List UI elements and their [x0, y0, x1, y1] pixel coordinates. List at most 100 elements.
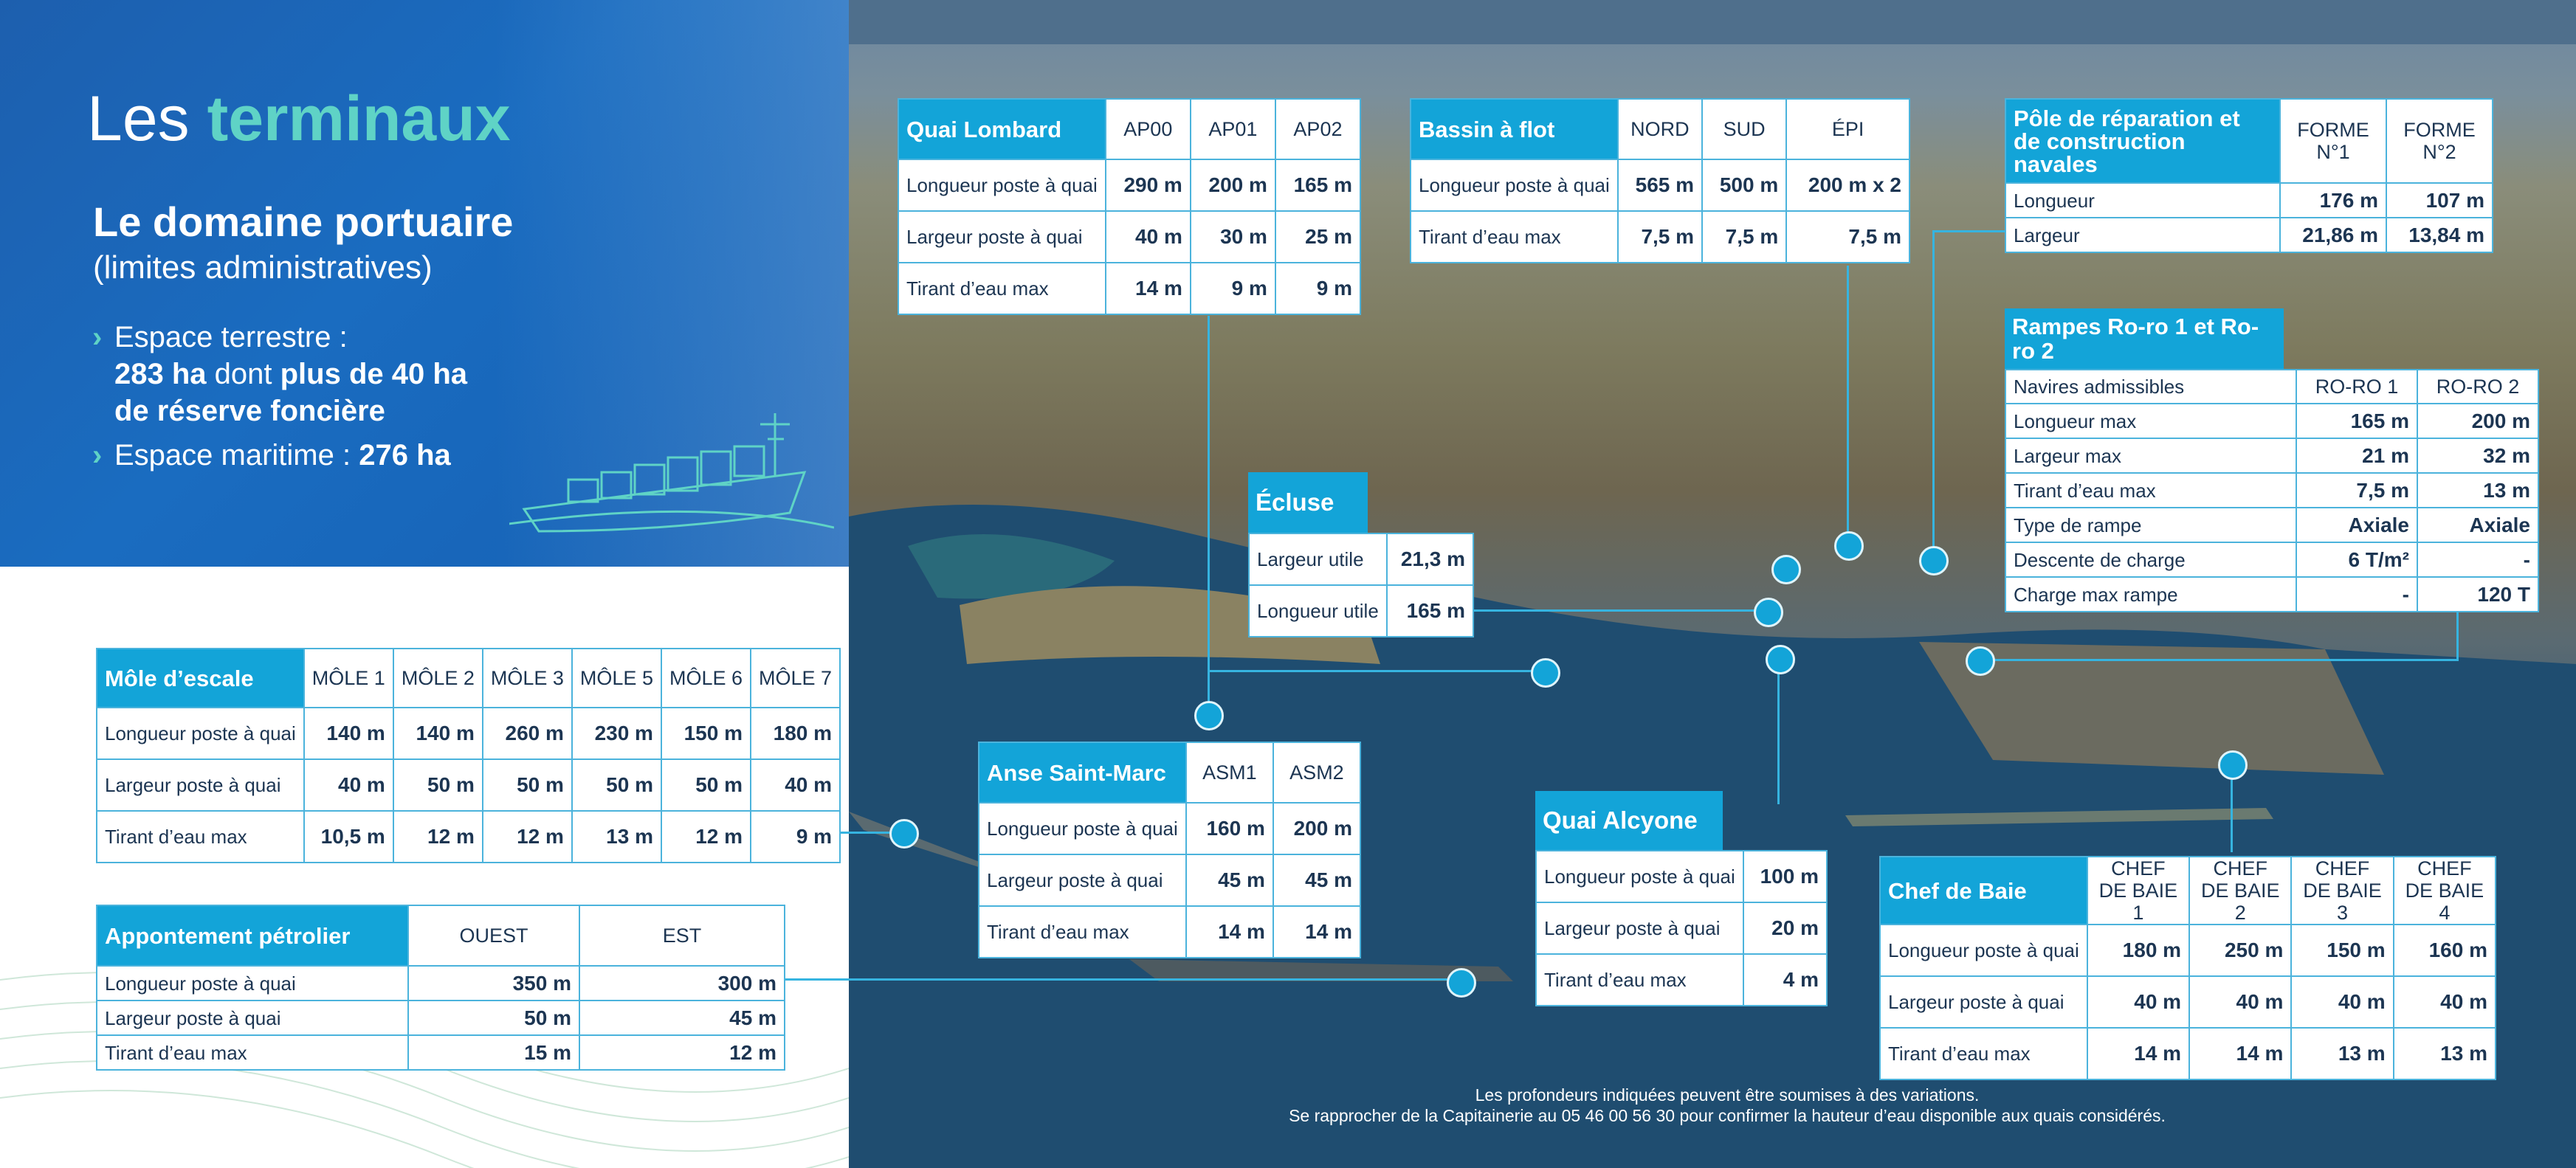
table-row: Longueur max 165 m 200 m [2005, 403, 2539, 439]
col-header: MÔLE 2 [392, 648, 483, 708]
table-row: Largeur poste à quai 45 m 45 m [978, 854, 1362, 907]
table-title: Appontement pétrolier [96, 905, 409, 967]
quai-lombard-table: Quai Lombard AP00 AP01 AP02 Longueur pos… [898, 98, 1362, 315]
map-marker-rampes [1966, 646, 1995, 676]
table-row: Longueur poste à quai 160 m 200 m [978, 802, 1362, 855]
connector-line [784, 978, 1459, 981]
bullet-land-area: › Espace terrestre : 283 ha dont plus de… [92, 319, 467, 429]
table-row: Largeur poste à quai 20 m [1535, 902, 1828, 955]
chevron-right-icon: › [92, 321, 103, 353]
chef-de-baie-table: Chef de Baie CHEF DE BAIE 1 CHEF DE BAIE… [1879, 856, 2497, 1080]
col-header: AP01 [1189, 98, 1276, 160]
col-header: ASM2 [1272, 742, 1362, 804]
table-row: Descente de charge 6 T/m² - [2005, 542, 2539, 578]
table-row: Navires admissibles RO-RO 1 RO-RO 2 [2005, 369, 2539, 404]
table-title: Quai Lombard [898, 98, 1106, 160]
ecluse-table: Largeur utile 21,3 m Longueur utile 165 … [1248, 533, 1475, 637]
intro-panel: Les terminaux Le domaine portuaire (limi… [0, 0, 849, 567]
table-title: Chef de Baie [1879, 856, 2088, 925]
col-header: CHEF DE BAIE 2 [2188, 856, 2293, 925]
connector-line [784, 832, 902, 834]
connector-line [2456, 612, 2459, 661]
table-row: Largeur 21,86 m 13,84 m [2005, 217, 2493, 253]
footnote-line-1: Les profondeurs indiquées peuvent être s… [1475, 1085, 1980, 1105]
table-title: Pôle de réparation et de construction na… [2005, 98, 2281, 184]
table-row: Longueur poste à quai 350 m 300 m [96, 965, 785, 1001]
ecluse-title: Écluse [1248, 472, 1368, 533]
table-row: Largeur poste à quai 40 m 50 m 50 m 50 m… [96, 758, 841, 812]
table-title: Môle d’escale [96, 648, 305, 708]
col-header: MÔLE 6 [660, 648, 752, 708]
pole-reparation-table: Pôle de réparation et de construction na… [2005, 98, 2493, 253]
rampes-roro-table: Navires admissibles RO-RO 1 RO-RO 2 Long… [2005, 369, 2539, 612]
connector-line [1978, 659, 2458, 661]
col-header: OUEST [407, 905, 580, 967]
col-header: ASM1 [1185, 742, 1274, 804]
table-row: Largeur poste à quai 50 m 45 m [96, 1000, 785, 1036]
table-title: Bassin à flot [1410, 98, 1619, 160]
col-header: MÔLE 1 [303, 648, 394, 708]
page-title: Les terminaux [87, 83, 511, 154]
rampes-title: Rampes Ro-ro 1 et Ro-ro 2 [2005, 308, 2284, 369]
connector-line [1208, 670, 1544, 672]
col-header: FORME N°1 [2279, 98, 2387, 184]
table-row: Longueur 176 m 107 m [2005, 182, 2493, 218]
table-row: Charge max rampe - 120 T [2005, 576, 2539, 612]
col-header: MÔLE 7 [750, 648, 841, 708]
col-header: FORME N°2 [2386, 98, 2493, 184]
map-marker-alcyone [1766, 645, 1795, 674]
table-row: Tirant d’eau max 7,5 m 7,5 m 7,5 m [1410, 210, 1910, 263]
col-header: EST [579, 905, 785, 967]
table-row: Largeur poste à quai 40 m 30 m 25 m [898, 210, 1362, 263]
alcyone-title: Quai Alcyone [1535, 791, 1723, 850]
col-header: CHEF DE BAIE 1 [2086, 856, 2191, 925]
container-ship-illustration [509, 413, 834, 533]
appontement-petrolier-table: Appontement pétrolier OUEST EST Longueur… [96, 905, 785, 1071]
connector-line [1470, 609, 1766, 612]
table-row: Largeur poste à quai 40 m 40 m 40 m 40 m [1879, 975, 2497, 1029]
table-row: Longueur poste à quai 100 m [1535, 850, 1828, 903]
col-header: ÉPI [1785, 98, 1910, 160]
table-row: Longueur utile 165 m [1248, 584, 1475, 637]
col-header: AP00 [1104, 98, 1191, 160]
table-row: Largeur max 21 m 32 m [2005, 438, 2539, 474]
table-row: Longueur poste à quai 140 m 140 m 260 m … [96, 707, 841, 760]
table-row: Tirant d’eau max 14 m 14 m 13 m 13 m [1879, 1027, 2497, 1080]
table-row: Longueur poste à quai 180 m 250 m 150 m … [1879, 924, 2497, 977]
col-header: AP02 [1274, 98, 1362, 160]
table-title: Anse Saint-Marc [978, 742, 1187, 804]
mole-escale-table: Môle d’escale MÔLE 1 MÔLE 2 MÔLE 3 MÔLE … [96, 648, 841, 863]
col-header: MÔLE 3 [481, 648, 573, 708]
connector-line [1932, 230, 2006, 232]
col-header: CHEF DE BAIE 3 [2290, 856, 2394, 925]
table-row: Tirant d’eau max 14 m 14 m [978, 905, 1362, 958]
connector-line [1208, 316, 1210, 714]
bassin-a-flot-table: Bassin à flot NORD SUD ÉPI Longueur post… [1410, 98, 1910, 263]
anse-saint-marc-table: Anse Saint-Marc ASM1 ASM2 Longueur poste… [978, 742, 1362, 958]
map-marker-bassin [1834, 531, 1864, 561]
map-marker-ecluse-2 [1754, 598, 1783, 627]
quai-alcyone-table: Longueur poste à quai 100 m Largeur post… [1535, 850, 1828, 1006]
map-marker-mole [889, 819, 919, 849]
map-marker-chef-de-baie [2218, 750, 2248, 780]
col-header: MÔLE 5 [571, 648, 662, 708]
connector-line [1932, 230, 1935, 558]
map-marker-bassin-2 [1771, 555, 1801, 584]
map-marker-pole [1919, 546, 1949, 576]
bullet-sea-area: › Espace maritime : 276 ha [92, 437, 451, 474]
chevron-right-icon: › [92, 439, 103, 471]
col-header: CHEF DE BAIE 4 [2392, 856, 2497, 925]
table-row: Tirant d’eau max 7,5 m 13 m [2005, 472, 2539, 508]
map-marker-ecluse [1531, 658, 1560, 688]
table-row: Tirant d’eau max 10,5 m 12 m 12 m 13 m 1… [96, 810, 841, 863]
col-header: NORD [1616, 98, 1704, 160]
table-row: Tirant d’eau max 4 m [1535, 953, 1828, 1006]
col-header: SUD [1701, 98, 1788, 160]
footnote: Les profondeurs indiquées peuvent être s… [1151, 1085, 2303, 1126]
map-marker-petrolier [1447, 968, 1476, 998]
table-row: Type de rampe Axiale Axiale [2005, 507, 2539, 543]
table-row: Longueur poste à quai 565 m 500 m 200 m … [1410, 159, 1910, 212]
table-row: Longueur poste à quai 290 m 200 m 165 m [898, 159, 1362, 212]
connector-line [1847, 266, 1849, 546]
domain-title: Le domaine portuaire [93, 198, 514, 245]
